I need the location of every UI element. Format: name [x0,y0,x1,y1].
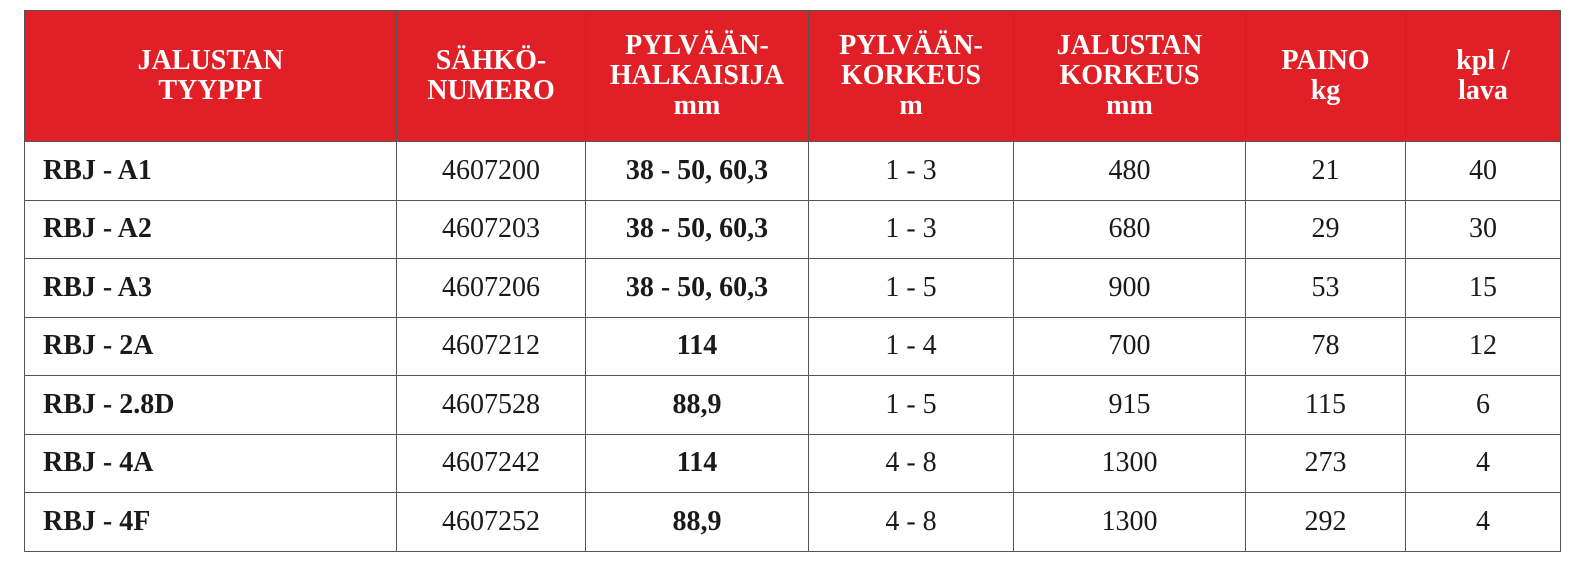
table-cell: 38 - 50, 60,3 [585,141,809,201]
table-cell: 700 [1013,316,1246,376]
table-cell: 114 [585,433,809,493]
header-line: NUMERO [427,75,555,106]
table-cell: 292 [1245,492,1406,552]
header-line: kpl / [1456,45,1510,76]
table-cell: 1300 [1013,492,1246,552]
table-cell: 4607252 [396,492,586,552]
header-cell: JALUSTAN KORKEUS mm [1013,10,1246,142]
table-cell: 40 [1405,141,1561,201]
table-cell: RBJ - A3 [24,258,397,318]
table-cell: 53 [1245,258,1406,318]
header-line: lava [1458,75,1508,106]
table-cell: 915 [1013,375,1246,435]
table-row: RBJ - 2.8D 4607528 88,9 1 - 5 915 115 6 [24,375,1561,435]
table-cell: 1300 [1013,433,1246,493]
table-body: RBJ - A1 4607200 38 - 50, 60,3 1 - 3 480 21 40… [24,141,1561,552]
table-row: RBJ - 4F 4607252 88,9 4 - 8 1300 292 4 [24,492,1561,552]
table-cell: 4607212 [396,316,586,376]
header-line: JALUSTAN [137,45,284,76]
table-cell: 21 [1245,141,1406,201]
header-cell: JALUSTAN TYYPPI [24,10,397,142]
header-line: PAINO [1281,45,1370,76]
table-row: RBJ - A3 4607206 38 - 50, 60,3 1 - 5 900 53 15 [24,258,1561,318]
header-line: TYYPPI [158,75,263,106]
table-row: RBJ - A1 4607200 38 - 50, 60,3 1 - 3 480 21 40 [24,141,1561,201]
header-cell: PYLVÄÄN- KORKEUS m [808,10,1014,142]
table-cell: 1 - 5 [808,375,1014,435]
table-cell: 15 [1405,258,1561,318]
table-cell: 88,9 [585,492,809,552]
header-line: JALUSTAN [1056,30,1203,61]
table-cell: 115 [1245,375,1406,435]
header-cell: PYLVÄÄN- HALKAISIJA mm [585,10,809,142]
table-cell: 4 [1405,492,1561,552]
table-cell: 4607206 [396,258,586,318]
table-cell: 1 - 3 [808,141,1014,201]
table-cell: 4 - 8 [808,433,1014,493]
header-line: PYLVÄÄN- [839,30,983,61]
header-line: mm [673,90,721,121]
header-line: m [899,90,923,121]
table-cell: RBJ - 4A [24,433,397,493]
table-cell: 4607528 [396,375,586,435]
header-cell: SÄHKÖ- NUMERO [396,10,586,142]
table-cell: 88,9 [585,375,809,435]
table-cell: 1 - 5 [808,258,1014,318]
header-line: kg [1310,75,1341,106]
table-cell: 30 [1405,199,1561,259]
header-line: KORKEUS [1059,60,1200,91]
header-row: JALUSTAN TYYPPI SÄHKÖ- NUMERO PYLVÄÄN- HALKAI… [24,10,1561,142]
table-cell: 900 [1013,258,1246,318]
table-cell: RBJ - 4F [24,492,397,552]
table-cell: 680 [1013,199,1246,259]
table-cell: 4607242 [396,433,586,493]
table-cell: 480 [1013,141,1246,201]
header-cell: PAINO kg [1245,10,1406,142]
table-cell: 4 - 8 [808,492,1014,552]
table-row: RBJ - 4A 4607242 114 4 - 8 1300 273 4 [24,433,1561,493]
table-cell: 6 [1405,375,1561,435]
table-cell: 4607203 [396,199,586,259]
table-cell: RBJ - A1 [24,141,397,201]
spec-table: JALUSTAN TYYPPI SÄHKÖ- NUMERO PYLVÄÄN- HALKAI… [24,10,1561,552]
header-cell: kpl / lava [1405,10,1561,142]
header-line: mm [1106,90,1153,121]
table-cell: RBJ - 2A [24,316,397,376]
table-row: RBJ - A2 4607203 38 - 50, 60,3 1 - 3 680 29 30 [24,199,1561,259]
table-cell: 1 - 4 [808,316,1014,376]
header-line: SÄHKÖ- [435,45,547,76]
table-row: RBJ - 2A 4607212 114 1 - 4 700 78 12 [24,316,1561,376]
table-cell: 4 [1405,433,1561,493]
header-line: HALKAISIJA [609,60,785,91]
table-cell: 38 - 50, 60,3 [585,258,809,318]
header-line: KORKEUS [840,60,982,91]
table-cell: 4607200 [396,141,586,201]
table-cell: 29 [1245,199,1406,259]
table-cell: 1 - 3 [808,199,1014,259]
table-cell: 78 [1245,316,1406,376]
table-cell: 38 - 50, 60,3 [585,199,809,259]
table-cell: 12 [1405,316,1561,376]
table-cell: 273 [1245,433,1406,493]
table-cell: RBJ - A2 [24,199,397,259]
header-line: PYLVÄÄN- [625,30,769,61]
table-cell: RBJ - 2.8D [24,375,397,435]
table-cell: 114 [585,316,809,376]
